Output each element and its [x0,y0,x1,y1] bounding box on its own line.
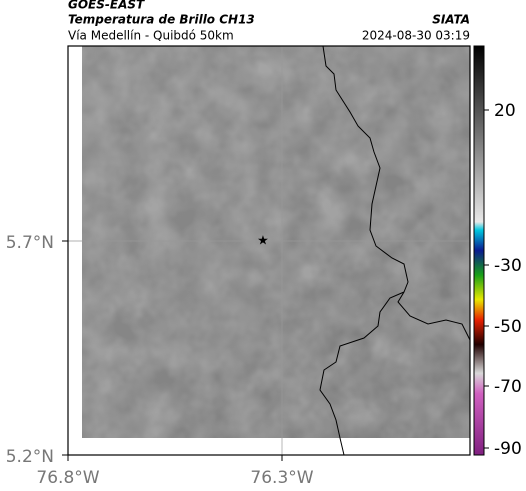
lat-label: 5.2°N [6,447,54,467]
lon-label: 76.8°W [36,468,99,488]
brand: SIATA [432,13,470,27]
location-star: ★ [257,234,269,249]
colorbar-label: -90 [494,439,522,459]
lat-label: 5.7°N [6,233,54,253]
colorbar [473,45,485,456]
map-frame [67,45,471,456]
colorbar-label: -70 [494,377,522,397]
colorbar-label: -50 [494,317,522,337]
subtitle: Vía Medellín - Quibdó 50km [68,29,234,43]
border-line [319,45,471,456]
timestamp: 2024-08-30 03:19 [362,29,470,43]
colorbar-labels: 20 -30 -50 -70 -90 [484,101,522,459]
colorbar-label: 20 [494,101,516,121]
title: Temperatura de Brillo CH13 [68,13,255,27]
lon-label: 76.3°W [250,468,313,488]
brightness-texture [82,46,470,438]
colorbar-label: -30 [494,256,522,276]
source: GOES-EAST [68,0,145,12]
